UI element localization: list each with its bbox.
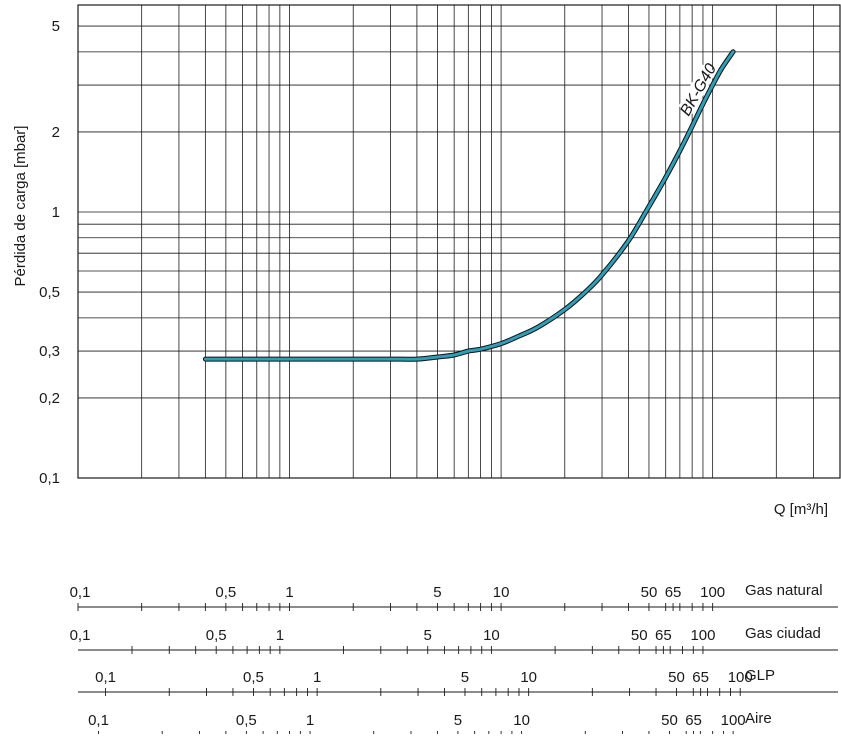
- gas-scale-label: 50: [668, 669, 685, 686]
- gas-scale-label: 50: [631, 627, 648, 644]
- gas-scale-label: 0,1: [95, 669, 116, 686]
- gas-scale-name: Gas natural: [745, 582, 823, 599]
- gas-scale-label: 1: [276, 627, 284, 644]
- gas-scale-label: 10: [483, 627, 500, 644]
- gas-scale-row: 0,1 0,5 1 5 10 50 65 100 Aire: [78, 710, 838, 739]
- gas-scale-label: 0,1: [70, 627, 91, 644]
- y-tick-label: 0,1: [39, 470, 60, 487]
- gas-scale-label: 100: [690, 627, 715, 644]
- y-tick-label: 5: [52, 18, 60, 35]
- x-axis-label: Q [m³/h]: [774, 501, 828, 518]
- gas-scale-label: 100: [728, 669, 753, 686]
- gas-scale-label: 0,1: [70, 584, 91, 601]
- gas-scale-row: 0,1 0,5 1 5 10 50 65 100 Gas ciudad: [70, 625, 838, 654]
- gas-scale-name: Aire: [745, 710, 772, 727]
- gas-scale-label: 10: [493, 584, 510, 601]
- gas-scale-name: GLP: [745, 667, 775, 684]
- gas-scale-label: 65: [692, 669, 709, 686]
- gas-scale-label: 65: [655, 627, 672, 644]
- gas-scale-label: 0,5: [236, 712, 257, 729]
- gas-scale-label: 5: [424, 627, 432, 644]
- gas-scale-label: 10: [520, 669, 537, 686]
- y-tick-label: 0,2: [39, 390, 60, 407]
- gas-scale-label: 1: [285, 584, 293, 601]
- gas-scale-label: 1: [313, 669, 321, 686]
- gas-scale-label: 1: [306, 712, 314, 729]
- gas-scale-label: 50: [661, 712, 678, 729]
- series-layer: BK-G40: [202, 49, 736, 362]
- gas-scale-label: 0,1: [88, 712, 109, 729]
- gas-scale-name: Gas ciudad: [745, 625, 821, 642]
- gas-scale-label: 0,5: [243, 669, 264, 686]
- y-axis-label: Pérdida de carga [mbar]: [12, 126, 29, 287]
- gas-scale-label: 0,5: [206, 627, 227, 644]
- series-label-bg: [678, 64, 717, 114]
- gas-scale-label: 100: [700, 584, 725, 601]
- gas-scale-label: 10: [513, 712, 530, 729]
- y-tick-label: 2: [52, 124, 60, 141]
- grid: [78, 5, 840, 478]
- gas-scale-label: 5: [461, 669, 469, 686]
- series-line-outline: [202, 49, 736, 362]
- y-tick-label: 1: [52, 204, 60, 221]
- y-tick-label: 0,5: [39, 284, 60, 301]
- y-tick-labels: 5 2 1 0,5 0,3 0,2 0,1: [39, 18, 60, 487]
- gas-scale-label: 0,5: [215, 584, 236, 601]
- gas-scale-label: 5: [433, 584, 441, 601]
- gas-scale-row: 0,1 0,5 1 5 10 50 65 100 Gas natural: [70, 582, 838, 611]
- gas-scale-label: 50: [641, 584, 658, 601]
- series-line: [203, 50, 735, 361]
- gas-scale-label: 5: [454, 712, 462, 729]
- gas-scale-label: 100: [721, 712, 746, 729]
- gas-scale-label: 65: [685, 712, 702, 729]
- gas-scale-label: 65: [665, 584, 682, 601]
- y-tick-label: 0,3: [39, 343, 60, 360]
- plot-frame: [77, 4, 841, 479]
